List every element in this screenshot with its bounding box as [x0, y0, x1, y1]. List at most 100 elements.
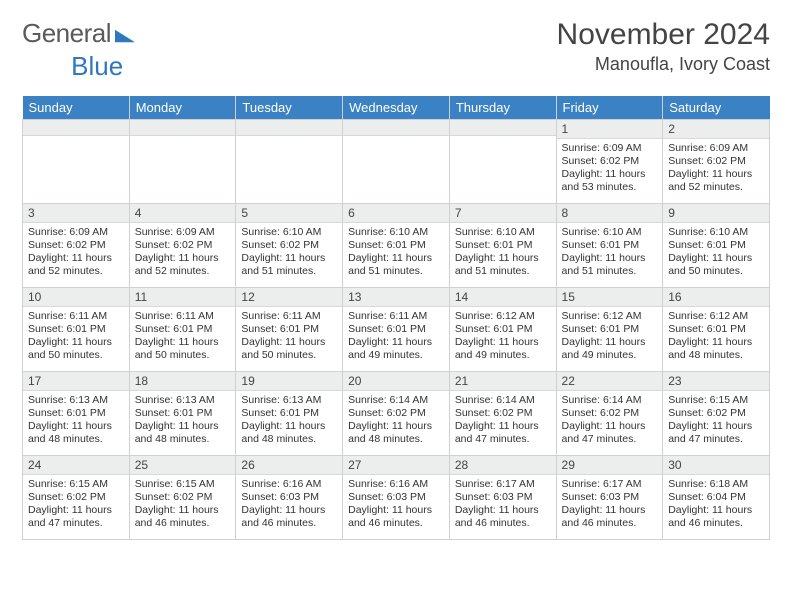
sunrise-text: Sunrise: 6:17 AM — [562, 478, 658, 491]
calendar-body: 1Sunrise: 6:09 AMSunset: 6:02 PMDaylight… — [23, 120, 770, 540]
sunrise-text: Sunrise: 6:14 AM — [455, 394, 551, 407]
sunset-text: Sunset: 6:02 PM — [668, 155, 764, 168]
day-info: Sunrise: 6:13 AMSunset: 6:01 PMDaylight:… — [130, 391, 236, 451]
calendar-page: General November 2024 Manoufla, Ivory Co… — [0, 0, 792, 558]
day-info: Sunrise: 6:09 AMSunset: 6:02 PMDaylight:… — [663, 139, 769, 199]
day-info — [236, 136, 342, 196]
day-info — [130, 136, 236, 196]
calendar-day-cell: 27Sunrise: 6:16 AMSunset: 6:03 PMDayligh… — [343, 456, 450, 540]
calendar-day-cell: 26Sunrise: 6:16 AMSunset: 6:03 PMDayligh… — [236, 456, 343, 540]
sunset-text: Sunset: 6:02 PM — [348, 407, 444, 420]
daylight-text: Daylight: 11 hours and 47 minutes. — [668, 420, 764, 446]
day-number: 3 — [23, 204, 129, 223]
day-number: 12 — [236, 288, 342, 307]
calendar-day-cell: 11Sunrise: 6:11 AMSunset: 6:01 PMDayligh… — [129, 288, 236, 372]
day-number: 24 — [23, 456, 129, 475]
daylight-text: Daylight: 11 hours and 46 minutes. — [348, 504, 444, 530]
day-number: 6 — [343, 204, 449, 223]
calendar-day-cell: 29Sunrise: 6:17 AMSunset: 6:03 PMDayligh… — [556, 456, 663, 540]
day-info: Sunrise: 6:12 AMSunset: 6:01 PMDaylight:… — [450, 307, 556, 367]
day-number: 2 — [663, 120, 769, 139]
sunrise-text: Sunrise: 6:10 AM — [668, 226, 764, 239]
sunrise-text: Sunrise: 6:16 AM — [241, 478, 337, 491]
title-block: November 2024 Manoufla, Ivory Coast — [557, 18, 770, 75]
calendar-day-cell: 14Sunrise: 6:12 AMSunset: 6:01 PMDayligh… — [449, 288, 556, 372]
calendar-day-cell: 16Sunrise: 6:12 AMSunset: 6:01 PMDayligh… — [663, 288, 770, 372]
daylight-text: Daylight: 11 hours and 51 minutes. — [455, 252, 551, 278]
calendar-day-cell: 5Sunrise: 6:10 AMSunset: 6:02 PMDaylight… — [236, 204, 343, 288]
day-info: Sunrise: 6:13 AMSunset: 6:01 PMDaylight:… — [23, 391, 129, 451]
sunrise-text: Sunrise: 6:12 AM — [455, 310, 551, 323]
day-number: 15 — [557, 288, 663, 307]
calendar-day-cell: 3Sunrise: 6:09 AMSunset: 6:02 PMDaylight… — [23, 204, 130, 288]
calendar-day-cell: 25Sunrise: 6:15 AMSunset: 6:02 PMDayligh… — [129, 456, 236, 540]
calendar-day-cell — [129, 120, 236, 204]
daylight-text: Daylight: 11 hours and 46 minutes. — [562, 504, 658, 530]
day-info: Sunrise: 6:13 AMSunset: 6:01 PMDaylight:… — [236, 391, 342, 451]
day-info: Sunrise: 6:16 AMSunset: 6:03 PMDaylight:… — [343, 475, 449, 535]
daylight-text: Daylight: 11 hours and 49 minutes. — [348, 336, 444, 362]
daylight-text: Daylight: 11 hours and 52 minutes. — [28, 252, 124, 278]
day-info — [450, 136, 556, 196]
calendar-day-cell: 1Sunrise: 6:09 AMSunset: 6:02 PMDaylight… — [556, 120, 663, 204]
day-number: 23 — [663, 372, 769, 391]
sunset-text: Sunset: 6:01 PM — [455, 239, 551, 252]
sunrise-text: Sunrise: 6:09 AM — [562, 142, 658, 155]
calendar-week-row: 24Sunrise: 6:15 AMSunset: 6:02 PMDayligh… — [23, 456, 770, 540]
daylight-text: Daylight: 11 hours and 47 minutes. — [28, 504, 124, 530]
day-info: Sunrise: 6:14 AMSunset: 6:02 PMDaylight:… — [557, 391, 663, 451]
sunrise-text: Sunrise: 6:13 AM — [135, 394, 231, 407]
sunset-text: Sunset: 6:01 PM — [241, 407, 337, 420]
day-number: 8 — [557, 204, 663, 223]
sunset-text: Sunset: 6:02 PM — [135, 491, 231, 504]
sunset-text: Sunset: 6:01 PM — [135, 323, 231, 336]
daylight-text: Daylight: 11 hours and 52 minutes. — [668, 168, 764, 194]
calendar-day-cell: 15Sunrise: 6:12 AMSunset: 6:01 PMDayligh… — [556, 288, 663, 372]
calendar-week-row: 1Sunrise: 6:09 AMSunset: 6:02 PMDaylight… — [23, 120, 770, 204]
day-number: 19 — [236, 372, 342, 391]
brand-part2: Blue — [71, 51, 123, 81]
daylight-text: Daylight: 11 hours and 50 minutes. — [668, 252, 764, 278]
daylight-text: Daylight: 11 hours and 51 minutes. — [562, 252, 658, 278]
calendar-day-cell: 12Sunrise: 6:11 AMSunset: 6:01 PMDayligh… — [236, 288, 343, 372]
day-number: 18 — [130, 372, 236, 391]
sunrise-text: Sunrise: 6:15 AM — [668, 394, 764, 407]
day-info: Sunrise: 6:11 AMSunset: 6:01 PMDaylight:… — [23, 307, 129, 367]
weekday-header: Saturday — [663, 96, 770, 120]
daylight-text: Daylight: 11 hours and 47 minutes. — [455, 420, 551, 446]
sunrise-text: Sunrise: 6:10 AM — [455, 226, 551, 239]
day-number: 28 — [450, 456, 556, 475]
daylight-text: Daylight: 11 hours and 48 minutes. — [348, 420, 444, 446]
sunset-text: Sunset: 6:02 PM — [135, 239, 231, 252]
weekday-header: Monday — [129, 96, 236, 120]
day-number: 21 — [450, 372, 556, 391]
sunset-text: Sunset: 6:02 PM — [562, 155, 658, 168]
sunset-text: Sunset: 6:01 PM — [28, 323, 124, 336]
day-info: Sunrise: 6:10 AMSunset: 6:01 PMDaylight:… — [450, 223, 556, 283]
day-number: 22 — [557, 372, 663, 391]
sunrise-text: Sunrise: 6:10 AM — [348, 226, 444, 239]
sunrise-text: Sunrise: 6:11 AM — [348, 310, 444, 323]
day-number: 9 — [663, 204, 769, 223]
calendar-day-cell: 19Sunrise: 6:13 AMSunset: 6:01 PMDayligh… — [236, 372, 343, 456]
sunset-text: Sunset: 6:02 PM — [562, 407, 658, 420]
day-number — [236, 120, 342, 136]
sunrise-text: Sunrise: 6:18 AM — [668, 478, 764, 491]
day-info: Sunrise: 6:10 AMSunset: 6:01 PMDaylight:… — [343, 223, 449, 283]
day-info: Sunrise: 6:10 AMSunset: 6:01 PMDaylight:… — [557, 223, 663, 283]
day-number: 5 — [236, 204, 342, 223]
day-number: 4 — [130, 204, 236, 223]
brand-logo: General — [22, 18, 135, 49]
brand-triangle-icon — [115, 29, 135, 42]
sunset-text: Sunset: 6:03 PM — [348, 491, 444, 504]
sunrise-text: Sunrise: 6:13 AM — [241, 394, 337, 407]
calendar-day-cell: 23Sunrise: 6:15 AMSunset: 6:02 PMDayligh… — [663, 372, 770, 456]
day-number — [343, 120, 449, 136]
sunrise-text: Sunrise: 6:10 AM — [562, 226, 658, 239]
sunrise-text: Sunrise: 6:12 AM — [668, 310, 764, 323]
sunrise-text: Sunrise: 6:09 AM — [135, 226, 231, 239]
daylight-text: Daylight: 11 hours and 50 minutes. — [28, 336, 124, 362]
day-number: 26 — [236, 456, 342, 475]
sunrise-text: Sunrise: 6:11 AM — [241, 310, 337, 323]
sunset-text: Sunset: 6:04 PM — [668, 491, 764, 504]
